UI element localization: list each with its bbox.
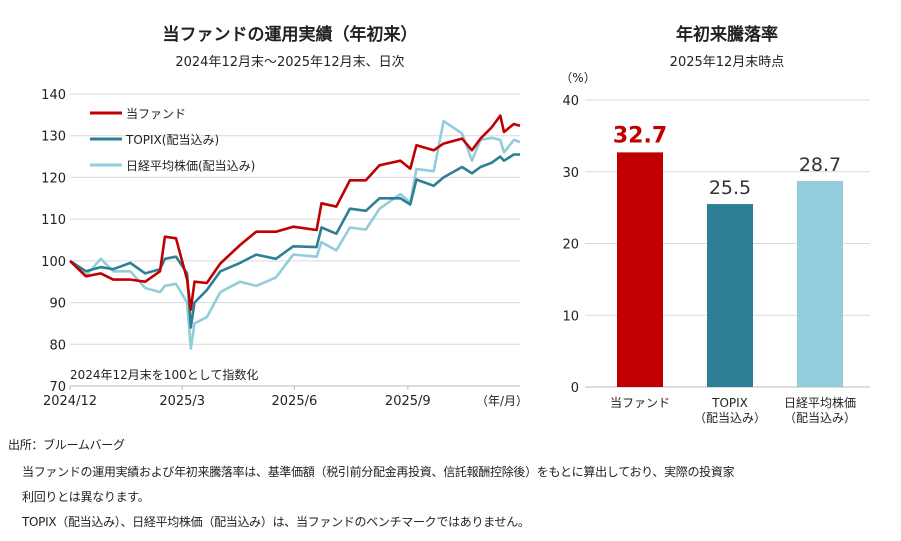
bar-y-tick-label: 40 (562, 94, 579, 109)
y-tick-label: 100 (41, 255, 66, 270)
index-note: 2024年12月末を100として指数化 (70, 367, 258, 382)
bar-chart-subtitle: 2025年12月末時点 (670, 55, 785, 70)
disclaimer-line-1: 当ファンドの運用実績および年初来騰落率は、基準価額（税引前分配金再投資、信託報酬… (22, 465, 735, 479)
bar-category-label: 日経平均株価 (784, 395, 856, 410)
bar-y-tick-label: 30 (562, 166, 579, 181)
series-line-0 (69, 114, 521, 312)
bar-category-label: TOPIX (711, 396, 748, 410)
y-axis-unit: （%） (560, 71, 595, 85)
x-tick-label: 2025/9 (385, 394, 431, 409)
bar-value-label-2: 28.7 (799, 154, 841, 176)
series-line-1 (69, 153, 520, 329)
bar-y-tick-label: 10 (562, 309, 579, 324)
x-tick-label: 2025/3 (159, 394, 205, 409)
x-tick-label: 2025/6 (272, 394, 318, 409)
bar-2 (797, 181, 843, 387)
source-note: 出所：ブルームバーグ (8, 438, 125, 452)
y-tick-label: 110 (41, 213, 66, 228)
bar-0 (617, 152, 663, 387)
bar-value-label-1: 25.5 (709, 177, 751, 199)
y-tick-label: 140 (41, 88, 66, 103)
bar-y-tick-label: 20 (562, 238, 579, 253)
bar-category-label: （配当込み） (784, 411, 856, 425)
y-tick-label: 80 (49, 338, 66, 353)
bar-value-label-0: 32.7 (613, 123, 667, 148)
line-chart-subtitle: 2024年12月末～2025年12月末、日次 (175, 54, 404, 70)
legend-label-2: 日経平均株価(配当込み) (126, 158, 255, 173)
bar-y-tick-label: 0 (571, 381, 579, 396)
legend-label-1: TOPIX(配当込み) (125, 133, 219, 147)
bar-1 (707, 204, 753, 387)
bar-chart-title: 年初来騰落率 (676, 24, 778, 45)
y-tick-label: 120 (41, 171, 66, 186)
y-tick-label: 70 (49, 380, 66, 395)
y-tick-label: 90 (49, 297, 66, 312)
x-axis-unit: （年/月） (476, 394, 528, 408)
line-chart-title: 当ファンドの運用実績（年初来） (163, 24, 418, 45)
x-tick-label: 2024/12 (43, 394, 97, 409)
disclaimer-line-3: TOPIX（配当込み）、日経平均株価（配当込み）は、当ファンドのベンチマークでは… (22, 515, 530, 529)
bar-category-label: 当ファンド (610, 396, 670, 410)
bar-category-label: （配当込み） (694, 411, 766, 425)
disclaimer-line-2: 利回りとは異なります。 (22, 490, 150, 504)
y-tick-label: 130 (41, 130, 66, 145)
series-line-2 (69, 119, 521, 350)
legend-label-0: 当ファンド (126, 107, 186, 121)
